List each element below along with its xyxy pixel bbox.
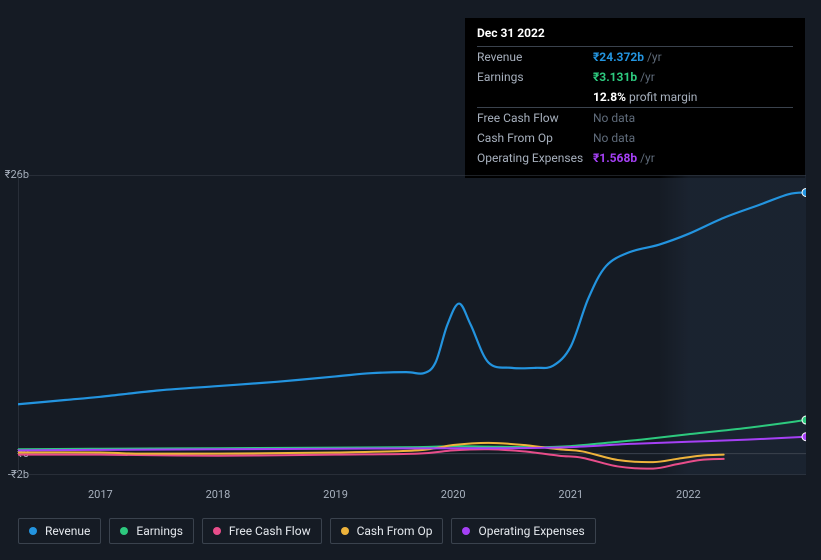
tooltip-row: Earnings₹3.131b/yr <box>477 67 793 87</box>
legend-swatch <box>120 527 128 535</box>
tooltip-row-value: No data <box>593 111 635 125</box>
tooltip-row-value: ₹24.372b/yr <box>593 50 662 64</box>
chart-svg <box>18 175 806 475</box>
tooltip-row-value: ₹3.131b/yr <box>593 70 655 84</box>
x-tick-label: 2020 <box>441 488 466 501</box>
tooltip-row-label: Cash From Op <box>477 131 593 145</box>
x-tick-label: 2022 <box>676 488 701 501</box>
tooltip-row: Revenue₹24.372b/yr <box>477 47 793 67</box>
legend-label: Free Cash Flow <box>229 524 311 538</box>
tooltip-row-value: No data <box>593 131 635 145</box>
x-tick-label: 2019 <box>323 488 348 501</box>
tooltip-date: Dec 31 2022 <box>477 26 793 46</box>
legend-label: Earnings <box>136 524 183 538</box>
legend-swatch <box>29 527 37 535</box>
series-line <box>18 420 806 449</box>
chart-tooltip: Dec 31 2022 Revenue₹24.372b/yrEarnings₹3… <box>465 18 805 178</box>
series-end-marker <box>802 188 806 196</box>
tooltip-row: Free Cash FlowNo data <box>477 108 793 128</box>
legend-label: Cash From Op <box>357 524 433 538</box>
x-axis-labels: 2017 2018 2019 2020 2021 2022 <box>18 480 806 500</box>
legend-item[interactable]: Free Cash Flow <box>202 518 322 544</box>
tooltip-row-label: Earnings <box>477 70 593 84</box>
legend-swatch <box>462 527 470 535</box>
legend-swatch <box>341 527 349 535</box>
x-tick-label: 2021 <box>558 488 583 501</box>
legend-item[interactable]: Earnings <box>109 518 194 544</box>
tooltip-row-value: 12.8%profit margin <box>593 90 697 104</box>
legend-label: Revenue <box>45 524 90 538</box>
tooltip-row-label <box>477 90 593 104</box>
legend-item[interactable]: Operating Expenses <box>451 518 595 544</box>
series-line <box>18 443 724 462</box>
legend-swatch <box>213 527 221 535</box>
legend-item[interactable]: Cash From Op <box>330 518 444 544</box>
legend-item[interactable]: Revenue <box>18 518 101 544</box>
chart-legend: Revenue Earnings Free Cash Flow Cash From O… <box>18 518 596 544</box>
series-line <box>18 192 806 404</box>
x-tick-label: 2017 <box>88 488 113 501</box>
tooltip-row: Cash From OpNo data <box>477 128 793 148</box>
x-tick-label: 2018 <box>206 488 231 501</box>
tooltip-rows: Revenue₹24.372b/yrEarnings₹3.131b/yr12.8… <box>477 47 793 168</box>
tooltip-row-label: Free Cash Flow <box>477 111 593 125</box>
series-end-marker <box>802 416 806 424</box>
tooltip-row: Operating Expenses₹1.568b/yr <box>477 148 793 168</box>
tooltip-row-label: Revenue <box>477 50 593 64</box>
tooltip-row-value: ₹1.568b/yr <box>593 151 655 165</box>
legend-label: Operating Expenses <box>478 524 584 538</box>
tooltip-row: 12.8%profit margin <box>477 87 793 107</box>
chart-plot <box>18 175 806 475</box>
tooltip-row-label: Operating Expenses <box>477 151 593 165</box>
series-end-marker <box>802 433 806 441</box>
